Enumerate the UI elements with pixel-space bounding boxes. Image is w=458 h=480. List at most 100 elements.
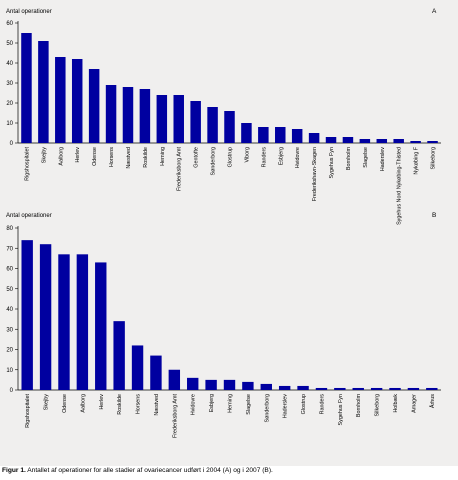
chart-a-category-label: Herlev <box>75 147 81 163</box>
chart-b-bar <box>76 254 89 390</box>
chart-a-category-label: Gentofte <box>194 147 200 168</box>
chart-a-bar <box>410 141 421 143</box>
chart-b-bar <box>187 377 199 390</box>
chart-a-category-label: Hvidovre <box>295 147 301 168</box>
chart-a-y-tick-label: 60 <box>6 21 13 27</box>
chart-a-category-label: Randers <box>261 147 267 168</box>
chart-a-bar <box>139 89 151 143</box>
chart-a-category-label: Frederikshavn-Skagen <box>312 147 318 201</box>
chart-b-category-label: Frederiksborg Amt <box>172 394 178 439</box>
chart-a-bar <box>427 141 438 143</box>
chart-b-bar <box>297 385 309 390</box>
chart-a-category-label: Roskilde <box>143 147 149 168</box>
chart-a-category-label: Esbjerg <box>278 147 284 165</box>
chart-b-category-label: Rigshospitalet <box>25 394 31 428</box>
chart-a-category-label: Sønderborg <box>211 147 217 175</box>
chart-b-y-tick-label: 50 <box>6 287 13 293</box>
chart-a-bar <box>173 95 184 143</box>
chart-b-category-label: Sønderborg <box>264 394 270 422</box>
chart-b-panel-label: B <box>432 212 436 219</box>
chart-b-y-tick-label: 60 <box>6 267 13 273</box>
chart-b-bar <box>223 379 236 390</box>
figure-charts: Antal operationer A 0 10 20 30 40 50 60 Rigshospi… <box>6 8 441 439</box>
chart-a-bar <box>325 137 337 143</box>
chart-b-bar <box>58 254 70 390</box>
chart-b-category-label: Herlev <box>99 394 105 410</box>
chart-b-y-tick-label: 10 <box>6 368 13 374</box>
chart-a-bar <box>342 137 354 143</box>
chart-a-category-label: Herning <box>160 147 166 166</box>
chart-a-bar <box>122 87 134 143</box>
chart-b-bar <box>150 355 162 390</box>
chart-b-bar <box>426 387 438 390</box>
chart-a-bar <box>393 139 404 143</box>
chart-a-bar <box>207 107 218 143</box>
chart-b-category-label: Haderslev <box>283 394 289 419</box>
chart-b-category-label: Randers <box>319 394 325 415</box>
chart-a-bar <box>224 111 235 143</box>
chart-a-category-label: Glostrup <box>228 147 234 167</box>
chart-a-y-tick-label: 40 <box>6 61 13 67</box>
chart-a-bar <box>156 95 168 143</box>
chart-b-y-tick-label: 30 <box>6 327 13 333</box>
chart-b-bar <box>131 345 144 390</box>
chart-a-category-label: Aalborg <box>58 147 64 166</box>
chart-a-bar <box>376 139 388 143</box>
chart-b-bar <box>113 321 125 390</box>
chart-b-y-tick-label: 40 <box>6 307 13 313</box>
chart-a-bar <box>241 123 252 143</box>
chart-a-category-label: Odense <box>92 147 98 166</box>
chart-a-bar <box>105 85 117 143</box>
chart-a-bar <box>190 101 201 143</box>
chart-b-bar <box>21 240 33 390</box>
chart-b-category-label: Bornholm <box>356 393 362 417</box>
chart-b-category-label: Sygehus Fyn <box>338 394 344 425</box>
chart-b-category-label: Glostrup <box>301 394 307 414</box>
chart-a-bar <box>291 129 303 143</box>
chart-a-bar <box>308 133 320 143</box>
chart-b-bar <box>242 381 254 390</box>
caption-label: Figur 1. <box>2 467 26 474</box>
chart-b-bar <box>315 387 328 390</box>
chart-b-category-label: Holbæk <box>393 394 399 413</box>
figure-panel: Antal operationer A 0 10 20 30 40 50 60 Rigshospi… <box>0 0 458 466</box>
chart-a-y-tick-label: 20 <box>6 101 13 107</box>
chart-b-category-label: Aalborg <box>80 394 86 413</box>
chart-b-category-label: Århus <box>429 394 436 408</box>
chart-b-bar <box>205 379 217 390</box>
chart-b-category-label: Amager <box>411 394 417 413</box>
chart-a-category-label: Næstved <box>126 147 132 169</box>
chart-a-bar <box>21 33 32 143</box>
chart-a-bar <box>359 139 371 143</box>
chart-a-category-label: Rigshospitalet <box>24 147 30 181</box>
chart-a-category-label: Bornholm <box>346 146 352 170</box>
chart-b-bar <box>352 387 364 390</box>
chart-b-y-tick-label: 0 <box>10 388 14 394</box>
chart-a-category-label: Horsens <box>109 147 115 167</box>
chart-b-bar <box>168 369 181 390</box>
chart-a-category-label: Haderslev <box>380 147 386 172</box>
chart-a-bar <box>258 127 269 143</box>
caption-text: Antallet af operationer for alle stadier… <box>27 467 273 474</box>
chart-a-bar <box>88 69 100 143</box>
chart-b-category-label: Horsens <box>136 394 142 414</box>
figure-caption: Figur 1. Antallet af operationer for all… <box>2 467 456 474</box>
chart-b-y-tick-label: 20 <box>6 348 13 354</box>
chart-b-y-tick-label: 80 <box>6 226 13 232</box>
chart-a-bar <box>275 127 286 143</box>
chart-a-category-label: Nykøbing F <box>414 146 420 174</box>
chart-b-category-label: Slagelse <box>246 394 252 415</box>
chart-a-category-label: Silkeborg <box>431 147 437 169</box>
chart-a-category-label: Skejby <box>41 147 47 163</box>
chart-a-y-tick-label: 0 <box>10 141 14 147</box>
chart-a-bar <box>71 59 83 143</box>
chart-a-bar <box>55 57 66 143</box>
chart-a-y-tick-label: 50 <box>6 41 13 47</box>
chart-a-category-label: Viborg <box>244 147 250 163</box>
chart-a-category-label: Sygehus Fyn <box>329 147 335 178</box>
chart-b-bar <box>39 244 52 390</box>
chart-a-category-label: Sygehus Nord Nykøbing-Thisted <box>397 147 403 225</box>
chart-a-bar <box>38 41 49 143</box>
chart-a-y-tick-label: 10 <box>6 121 13 127</box>
chart-b-category-label: Roskilde <box>117 394 123 415</box>
